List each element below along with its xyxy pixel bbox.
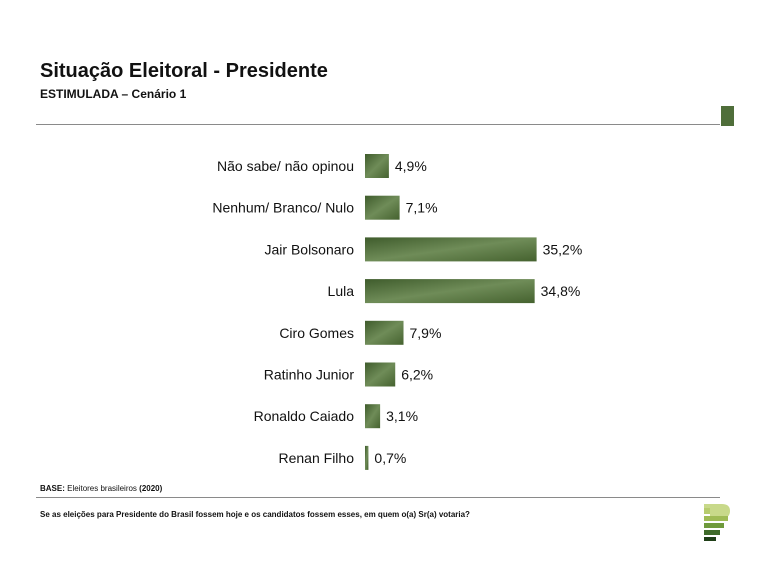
base-label: BASE: [40, 484, 65, 493]
footer-divider [36, 497, 720, 498]
bar-5 [365, 362, 396, 387]
category-label-3: Lula [328, 283, 355, 299]
bar-7 [365, 445, 369, 470]
page-subtitle: ESTIMULADA – Cenário 1 [40, 87, 187, 101]
bar-0 [365, 154, 389, 178]
bar-3 [365, 279, 535, 304]
category-label-4: Ciro Gomes [279, 325, 354, 341]
value-label-6: 3,1% [386, 408, 418, 424]
page-title: Situação Eleitoral - Presidente [40, 60, 328, 82]
survey-question: Se as eleições para Presidente do Brasil… [40, 510, 470, 519]
category-label-6: Ronaldo Caiado [254, 408, 355, 424]
value-label-5: 6,2% [401, 367, 433, 383]
header-accent-block [721, 106, 734, 126]
base-note: BASE: Eleitores brasileiros (2020) [40, 484, 162, 493]
base-text: Eleitores brasileiros [67, 484, 137, 493]
brand-logo-icon [704, 504, 730, 541]
category-label-0: Não sabe/ não opinou [217, 158, 354, 174]
bar-6 [365, 404, 381, 429]
category-label-7: Renan Filho [279, 450, 355, 466]
base-year: (2020) [139, 484, 163, 493]
value-label-4: 7,9% [410, 325, 442, 341]
value-label-7: 0,7% [374, 450, 406, 466]
category-label-2: Jair Bolsonaro [265, 241, 355, 257]
header-divider [36, 124, 720, 125]
value-label-3: 34,8% [541, 283, 581, 299]
category-label-1: Nenhum/ Branco/ Nulo [212, 200, 354, 216]
bar-4 [365, 320, 404, 345]
value-label-0: 4,9% [395, 158, 427, 174]
category-label-5: Ratinho Junior [264, 367, 355, 383]
bar-1 [365, 195, 400, 220]
bar-2 [365, 237, 537, 262]
value-label-2: 35,2% [543, 241, 583, 257]
value-label-1: 7,1% [406, 200, 438, 216]
